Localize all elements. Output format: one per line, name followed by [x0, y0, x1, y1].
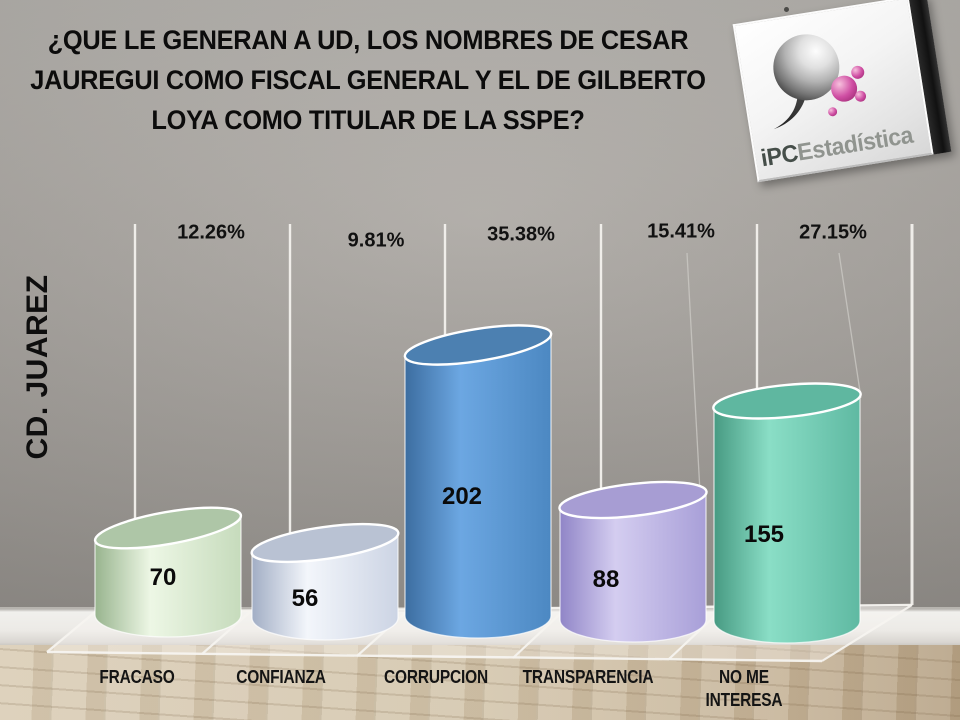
logo-sphere-icon [773, 34, 867, 130]
logo-card-face: iPCEstadística [732, 0, 934, 183]
page-title: ¿QUE LE GENERAN A UD, LOS NOMBRES DE CES… [28, 20, 709, 140]
label-leader-line [686, 252, 701, 493]
cylinder-fracaso [93, 506, 243, 638]
cylinder-top [93, 506, 243, 550]
floor-divider [668, 613, 718, 660]
cylinder-top [403, 324, 553, 366]
cylinder-body [559, 490, 707, 643]
cylinder-top [250, 522, 400, 564]
category-label: CORRUPCION [383, 667, 489, 687]
logo-wordmark-bold: iPC [759, 139, 800, 173]
cylinder-top [712, 382, 862, 420]
cylinder-top [558, 480, 708, 520]
floor-divider [201, 611, 251, 655]
cylinder-body [713, 393, 861, 644]
value-label: 155 [743, 521, 785, 548]
floor-edge [46, 650, 823, 663]
category-label: FRACASO [99, 667, 175, 687]
cylinder-corrupcion [403, 324, 553, 639]
title-line-3: LOYA COMO TITULAR DE LA SSPE? [151, 105, 585, 135]
cylinder-no-me-interesa [712, 382, 862, 644]
cylinder-body [404, 332, 552, 639]
title-line-1: ¿QUE LE GENERAN A UD, LOS NOMBRES DE CES… [47, 25, 689, 55]
cylinder-transparencia [558, 480, 708, 643]
logo-card: iPCEstadística [732, 0, 952, 183]
percent-label: 15.41% [647, 220, 715, 243]
percent-label: 12.26% [177, 221, 245, 244]
category-label: TRANSPARENCIA [522, 667, 654, 687]
percent-label: 27.15% [799, 221, 867, 244]
floor-divider [821, 604, 913, 662]
label-leader-line [838, 252, 862, 399]
value-label: 56 [291, 585, 319, 612]
wall-speck [784, 7, 789, 12]
floor-divider [512, 612, 562, 659]
percent-label: 9.81% [347, 229, 405, 252]
value-label: 202 [441, 483, 483, 510]
cylinder-confianza [250, 522, 400, 641]
value-label: 88 [592, 566, 620, 593]
value-label: 70 [149, 564, 177, 591]
floor-divider [46, 611, 96, 653]
percent-label: 35.38% [487, 223, 555, 246]
title-line-2: JAUREGUI COMO FISCAL GENERAL Y EL DE GIL… [30, 65, 706, 95]
category-label: CONFIANZA [236, 667, 326, 687]
category-label: NO ME INTERESA [705, 667, 783, 710]
